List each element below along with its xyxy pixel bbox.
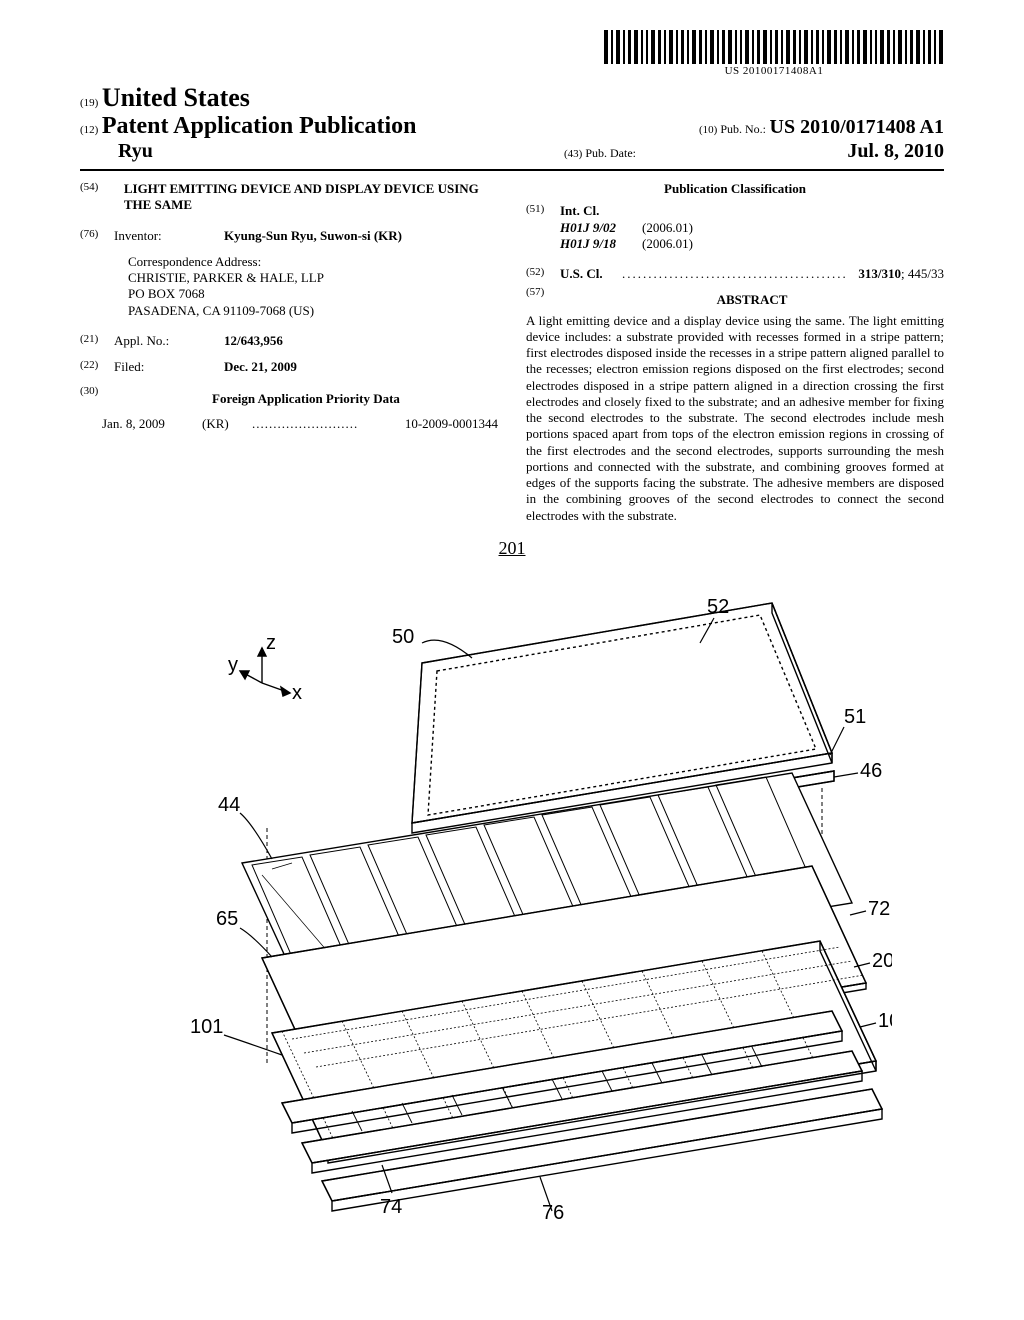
left-column: (54) LIGHT EMITTING DEVICE AND DISPLAY D… bbox=[80, 181, 498, 524]
header: (19) United States (12) Patent Applicati… bbox=[80, 83, 944, 163]
ref-65: 65 bbox=[216, 908, 238, 930]
priority-cc: (KR) bbox=[202, 416, 252, 432]
invention-title-block: (54) LIGHT EMITTING DEVICE AND DISPLAY D… bbox=[80, 181, 498, 214]
kind-title: Patent Application Publication bbox=[102, 113, 417, 139]
corr-line3: PASADENA, CA 91109-7068 (US) bbox=[128, 303, 498, 319]
figure-area: 201 z x y bbox=[80, 538, 944, 1223]
patent-page: US 20100171408A1 (19) United States (12)… bbox=[0, 0, 1024, 1243]
filed-block: (22) Filed: Dec. 21, 2009 bbox=[80, 359, 498, 375]
fapd-block: (30) Foreign Application Priority Data J… bbox=[80, 385, 498, 432]
inventor-block: (76) Inventor: Kyung-Sun Ryu, Suwon-si (… bbox=[80, 228, 498, 244]
appl-code: (21) bbox=[80, 333, 114, 349]
correspondence-block: Correspondence Address: CHRISTIE, PARKER… bbox=[128, 254, 498, 319]
ref-20: 20 bbox=[872, 950, 892, 972]
body-columns: (54) LIGHT EMITTING DEVICE AND DISPLAY D… bbox=[80, 181, 944, 524]
pubdate-label: Pub. Date: bbox=[585, 146, 636, 160]
priority-date: Jan. 8, 2009 bbox=[102, 416, 202, 432]
abs-header: (57) ABSTRACT bbox=[526, 286, 944, 312]
header-row3: Ryu (43) Pub. Date: Jul. 8, 2010 bbox=[80, 140, 944, 163]
barcode: US 20100171408A1 bbox=[604, 30, 944, 77]
uscl-label: U.S. Cl. bbox=[560, 266, 622, 282]
intcl2-sym: H01J 9/18 bbox=[560, 236, 616, 252]
intcl2-ver: (2006.01) bbox=[642, 236, 693, 252]
right-column: Publication Classification (51) Int. Cl.… bbox=[526, 181, 944, 524]
uscl-code: (52) bbox=[526, 266, 560, 282]
uscl-rest: ; 445/33 bbox=[901, 266, 944, 281]
barcode-block: US 20100171408A1 bbox=[80, 30, 944, 79]
ref-50: 50 bbox=[392, 626, 414, 648]
uscl-main: 313/310 bbox=[858, 266, 901, 281]
pubdate: Jul. 8, 2010 bbox=[847, 140, 944, 163]
pubno-label: Pub. No.: bbox=[720, 122, 766, 136]
uscl-block: (52) U.S. Cl. ..........................… bbox=[526, 266, 944, 282]
axis-x: x bbox=[292, 682, 302, 704]
figure-caption: 201 bbox=[80, 538, 944, 559]
pubno-code: (10) bbox=[699, 124, 717, 136]
ref-72: 72 bbox=[868, 898, 890, 920]
ref-52: 52 bbox=[707, 596, 729, 618]
appl-label: Appl. No.: bbox=[114, 333, 224, 349]
pubno: US 2010/0171408 A1 bbox=[770, 116, 944, 138]
ref-44: 44 bbox=[218, 794, 240, 816]
abs-title: ABSTRACT bbox=[560, 292, 944, 308]
barcode-svg bbox=[604, 30, 944, 64]
invention-title: LIGHT EMITTING DEVICE AND DISPLAY DEVICE… bbox=[124, 181, 498, 214]
priority-dots: ......................... bbox=[252, 416, 405, 432]
intcl-row1: H01J 9/02 (2006.01) bbox=[560, 220, 944, 236]
inventor-last: Ryu bbox=[118, 140, 153, 163]
ref-76: 76 bbox=[542, 1202, 564, 1223]
authority-code: (19) bbox=[80, 97, 98, 109]
abs-code: (57) bbox=[526, 286, 560, 312]
corr-line2: PO BOX 7068 bbox=[128, 286, 498, 302]
ref-101: 101 bbox=[190, 1016, 223, 1038]
axis-z: z bbox=[266, 632, 276, 654]
appl-block: (21) Appl. No.: 12/643,956 bbox=[80, 333, 498, 349]
ref-10: 10 bbox=[878, 1010, 892, 1032]
kind-block: (12) Patent Application Publication bbox=[80, 113, 417, 140]
pc-title: Publication Classification bbox=[526, 181, 944, 197]
filed-code: (22) bbox=[80, 359, 114, 375]
filed-value: Dec. 21, 2009 bbox=[224, 359, 297, 375]
intcl-block: (51) Int. Cl. H01J 9/02 (2006.01) H01J 9… bbox=[526, 203, 944, 252]
axis-y: y bbox=[228, 654, 238, 676]
intcl-label: Int. Cl. bbox=[560, 203, 944, 219]
axes: z x y bbox=[228, 632, 302, 704]
inventor-label: Inventor: bbox=[114, 228, 224, 244]
kind-code: (12) bbox=[80, 124, 98, 136]
header-line1: (19) United States bbox=[80, 83, 944, 113]
intcl-code: (51) bbox=[526, 203, 560, 252]
ref-51: 51 bbox=[844, 706, 866, 728]
intcl1-ver: (2006.01) bbox=[642, 220, 693, 236]
uscl-dots: ........................................… bbox=[622, 266, 858, 282]
intcl1-sym: H01J 9/02 bbox=[560, 220, 616, 236]
filed-label: Filed: bbox=[114, 359, 224, 375]
priority-num: 10-2009-0001344 bbox=[405, 416, 498, 432]
pubdate-block: (43) Pub. Date: Jul. 8, 2010 bbox=[564, 140, 944, 163]
pubno-block: (10) Pub. No.: US 2010/0171408 A1 bbox=[699, 116, 944, 139]
ref-74: 74 bbox=[380, 1196, 402, 1218]
fapd-title: Foreign Application Priority Data bbox=[114, 391, 498, 407]
intcl-row2: H01J 9/18 (2006.01) bbox=[560, 236, 944, 252]
header-row2: (12) Patent Application Publication (10)… bbox=[80, 113, 944, 140]
appl-value: 12/643,956 bbox=[224, 333, 283, 349]
fapd-code: (30) bbox=[80, 385, 114, 415]
figure-svg: z x y bbox=[132, 563, 892, 1223]
priority-row: Jan. 8, 2009 (KR) ......................… bbox=[80, 416, 498, 432]
corr-line1: CHRISTIE, PARKER & HALE, LLP bbox=[128, 270, 498, 286]
corr-label: Correspondence Address: bbox=[128, 254, 498, 270]
header-divider bbox=[80, 169, 944, 171]
inventor-value: Kyung-Sun Ryu, Suwon-si (KR) bbox=[224, 228, 402, 244]
title-code: (54) bbox=[80, 181, 110, 214]
country: United States bbox=[102, 83, 250, 112]
inventor-code: (76) bbox=[80, 228, 114, 244]
barcode-text: US 20100171408A1 bbox=[604, 65, 944, 77]
abstract-body: A light emitting device and a display de… bbox=[526, 313, 944, 524]
ref-46: 46 bbox=[860, 760, 882, 782]
pubdate-code: (43) bbox=[564, 148, 582, 160]
